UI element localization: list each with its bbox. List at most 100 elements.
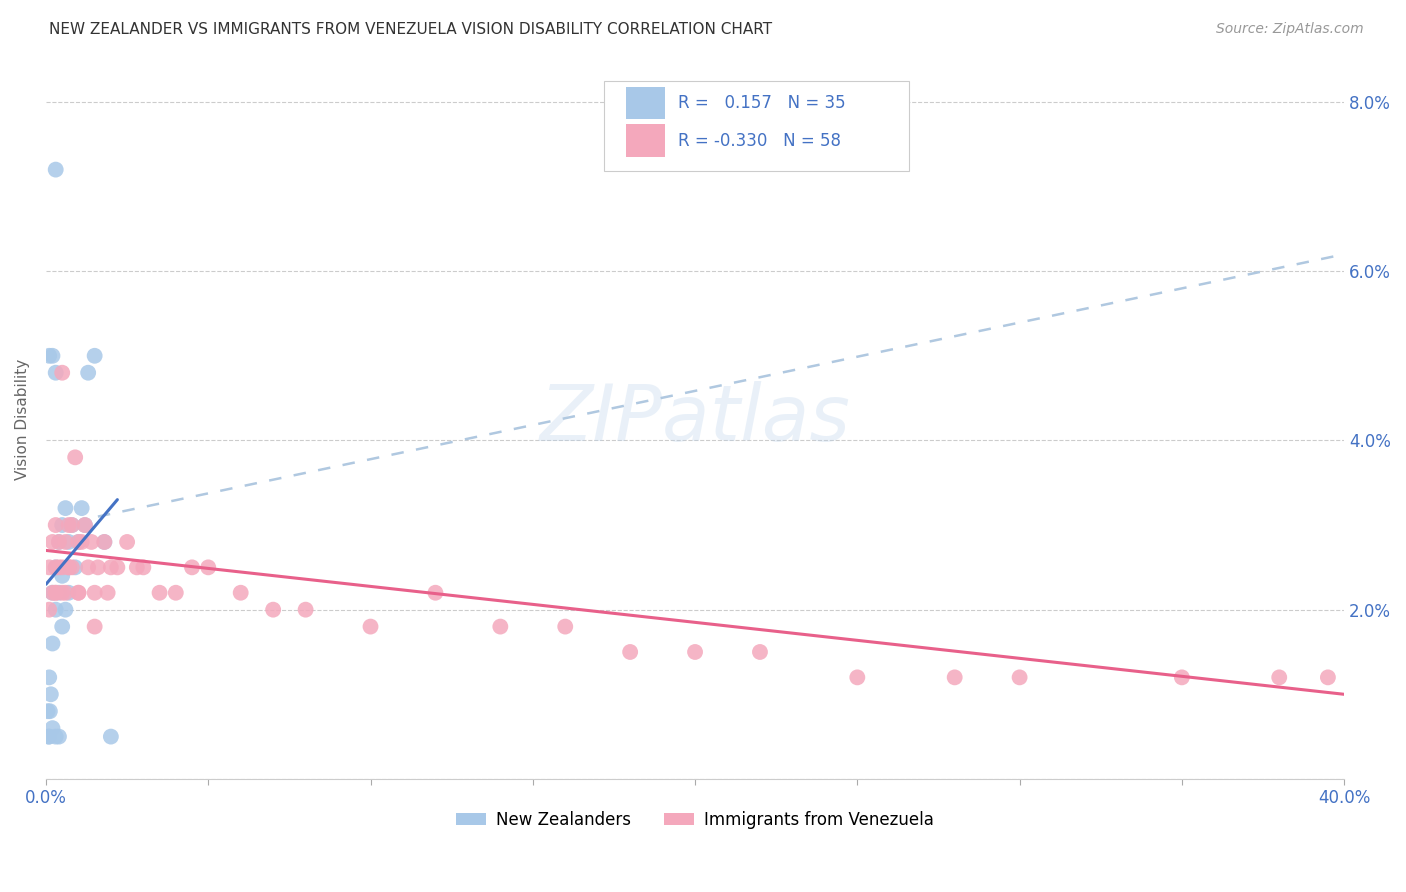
Point <box>93 535 115 549</box>
Point <box>83 619 105 633</box>
Point <box>45 162 67 177</box>
Point <box>45 586 67 600</box>
Point <box>45 560 67 574</box>
FancyBboxPatch shape <box>626 87 665 120</box>
Point <box>619 645 641 659</box>
Point <box>48 586 70 600</box>
Y-axis label: Vision Disability: Vision Disability <box>15 359 30 480</box>
Point <box>38 602 60 616</box>
Point <box>360 619 382 633</box>
Text: Source: ZipAtlas.com: Source: ZipAtlas.com <box>1216 22 1364 37</box>
Point <box>70 501 93 516</box>
Point <box>48 730 70 744</box>
Point <box>45 586 67 600</box>
Point <box>48 535 70 549</box>
Point <box>58 535 80 549</box>
Point <box>38 730 60 744</box>
Point <box>83 349 105 363</box>
Point <box>132 560 155 574</box>
Point <box>58 560 80 574</box>
Point <box>41 535 63 549</box>
Point <box>41 586 63 600</box>
Point <box>51 569 73 583</box>
Text: NEW ZEALANDER VS IMMIGRANTS FROM VENEZUELA VISION DISABILITY CORRELATION CHART: NEW ZEALANDER VS IMMIGRANTS FROM VENEZUE… <box>49 22 772 37</box>
Point <box>294 602 316 616</box>
FancyBboxPatch shape <box>605 81 910 171</box>
Point <box>229 586 252 600</box>
Point <box>63 560 86 574</box>
Point <box>45 560 67 574</box>
Point <box>41 349 63 363</box>
Point <box>100 560 122 574</box>
Point <box>39 687 62 701</box>
Point <box>197 560 219 574</box>
Point <box>51 518 73 533</box>
Point <box>165 586 187 600</box>
Point <box>73 518 96 533</box>
Point <box>77 560 100 574</box>
Point <box>105 560 128 574</box>
Point <box>87 560 110 574</box>
Point <box>60 518 83 533</box>
Point <box>554 619 576 633</box>
Point <box>148 586 170 600</box>
Text: R =   0.157   N = 35: R = 0.157 N = 35 <box>678 95 846 112</box>
Point <box>38 560 60 574</box>
Point <box>73 518 96 533</box>
Point <box>489 619 512 633</box>
Point <box>51 366 73 380</box>
Point <box>55 586 77 600</box>
Point <box>425 586 447 600</box>
Point <box>45 366 67 380</box>
Point <box>1316 670 1339 684</box>
Point <box>83 586 105 600</box>
Point <box>181 560 204 574</box>
FancyBboxPatch shape <box>626 124 665 157</box>
Point <box>1008 670 1031 684</box>
Text: ZIPatlas: ZIPatlas <box>540 381 851 458</box>
Point <box>41 636 63 650</box>
Point <box>38 730 60 744</box>
Point <box>38 704 60 718</box>
Point <box>55 501 77 516</box>
Point <box>37 704 59 718</box>
Point <box>77 366 100 380</box>
Point <box>683 645 706 659</box>
Point <box>48 535 70 549</box>
Point <box>749 645 772 659</box>
Point <box>67 535 90 549</box>
Point <box>67 586 90 600</box>
Point <box>60 518 83 533</box>
Point <box>262 602 284 616</box>
Point <box>58 560 80 574</box>
Point <box>45 602 67 616</box>
Point <box>55 535 77 549</box>
Point <box>55 602 77 616</box>
Point <box>58 586 80 600</box>
Point <box>67 586 90 600</box>
Point <box>67 535 90 549</box>
Point <box>48 560 70 574</box>
Point <box>1171 670 1194 684</box>
Point <box>115 535 138 549</box>
Point <box>51 586 73 600</box>
Point <box>41 721 63 735</box>
Point <box>100 730 122 744</box>
Point <box>943 670 966 684</box>
Text: R = -0.330   N = 58: R = -0.330 N = 58 <box>678 132 841 150</box>
Point <box>38 349 60 363</box>
Point <box>80 535 103 549</box>
Point <box>41 586 63 600</box>
Point <box>125 560 148 574</box>
Point <box>97 586 120 600</box>
Point <box>38 670 60 684</box>
Point <box>846 670 869 684</box>
Point <box>70 535 93 549</box>
Point <box>45 730 67 744</box>
Point <box>51 560 73 574</box>
Point <box>58 518 80 533</box>
Point <box>63 450 86 465</box>
Point <box>93 535 115 549</box>
Point <box>60 560 83 574</box>
Point <box>45 518 67 533</box>
